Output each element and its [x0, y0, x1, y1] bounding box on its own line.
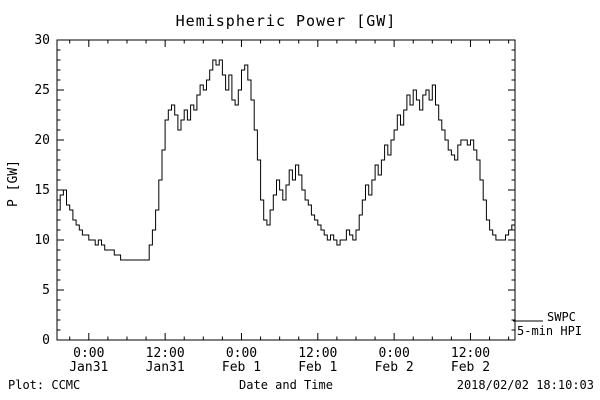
svg-text:12:00: 12:00 [451, 346, 490, 361]
svg-text:Feb 2: Feb 2 [375, 360, 414, 375]
svg-text:5: 5 [42, 283, 50, 298]
svg-text:0:00: 0:00 [378, 346, 409, 361]
legend-series-label: 5-min HPI [517, 324, 583, 338]
svg-text:20: 20 [34, 133, 50, 148]
axis-ticks [57, 39, 515, 341]
svg-text:25: 25 [34, 83, 50, 98]
svg-text:0:00: 0:00 [226, 346, 257, 361]
svg-text:Feb 1: Feb 1 [222, 360, 261, 375]
svg-text:10: 10 [34, 233, 50, 248]
svg-text:Feb 2: Feb 2 [451, 360, 490, 375]
generated-timestamp: 2018/02/02 18:10:03 [456, 378, 594, 392]
chart-title: Hemispheric Power [GW] [175, 12, 397, 30]
svg-text:Jan31: Jan31 [69, 360, 108, 375]
plot-credit: Plot: CCMC [8, 378, 81, 392]
y-axis-label: P [GW] [6, 160, 21, 207]
svg-text:12:00: 12:00 [146, 346, 185, 361]
svg-text:15: 15 [34, 183, 50, 198]
svg-text:12:00: 12:00 [298, 346, 337, 361]
svg-text:Feb 1: Feb 1 [298, 360, 337, 375]
hpi-step-line [57, 59, 516, 261]
svg-text:30: 30 [34, 33, 50, 48]
svg-text:Jan31: Jan31 [146, 360, 185, 375]
x-axis-label: Date and Time [239, 378, 333, 392]
svg-text:0:00: 0:00 [73, 346, 104, 361]
legend-source-label: SWPC [547, 310, 576, 324]
svg-text:0: 0 [42, 333, 50, 348]
